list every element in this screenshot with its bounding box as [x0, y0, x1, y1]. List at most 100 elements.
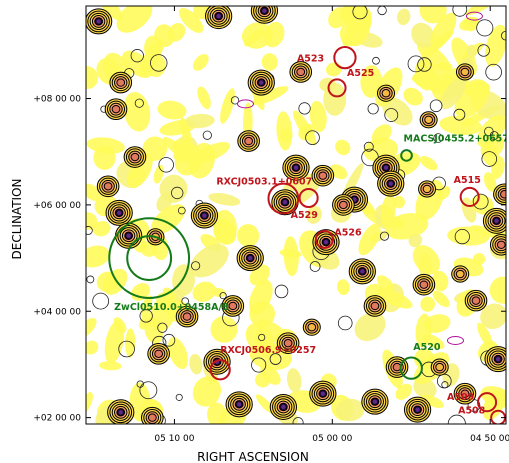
y-tick-label: +08 00 00: [33, 95, 81, 105]
emission-blob: [354, 312, 386, 342]
source-13: [282, 154, 310, 181]
source-47: [493, 183, 506, 206]
x-tick-label: 04 50 00: [470, 434, 509, 444]
emission-blob: [113, 317, 127, 333]
cluster-marker-6: A526: [314, 227, 362, 249]
emission-blob: [420, 296, 436, 312]
emission-blob: [255, 372, 271, 388]
source-contour: [414, 276, 433, 294]
source-2: [104, 98, 128, 120]
source-18: [377, 170, 405, 197]
source-contour: [119, 227, 138, 245]
noise-contour: [258, 333, 266, 342]
noise-contour: [86, 275, 95, 284]
source-contour: [244, 136, 254, 146]
cluster-circle: [459, 186, 480, 207]
emission-blob: [439, 115, 482, 136]
emission-blob: [431, 270, 449, 292]
emission-blob: [192, 376, 222, 407]
emission-blob: [86, 66, 99, 89]
cluster-circle: [333, 45, 357, 70]
cluster-circle: [477, 392, 498, 413]
emission-blob: [330, 164, 348, 180]
cluster-label: MACSJ0455.2+0657: [404, 133, 509, 144]
noise-contour: [379, 231, 390, 241]
source-contour: [103, 182, 113, 191]
noise-contour: [157, 322, 168, 333]
source-peak: [281, 404, 286, 410]
noise-contour: [352, 6, 368, 20]
source-contour: [485, 210, 506, 232]
emission-blob: [408, 233, 423, 248]
emission-blob: [358, 223, 381, 256]
emission-blob: [197, 86, 211, 110]
emission-blob: [140, 241, 157, 257]
source-contour: [379, 172, 403, 195]
cluster-marker-9: A520: [399, 342, 441, 380]
source-peak: [388, 181, 393, 186]
cluster-circle: [327, 78, 347, 98]
emission-blob: [139, 38, 164, 76]
noise-contour: [136, 380, 144, 388]
source-contour: [111, 403, 130, 421]
source-contour: [291, 63, 310, 81]
emission-blob: [476, 114, 506, 148]
noise-contour: [363, 141, 374, 152]
source-peak: [116, 210, 122, 216]
noise-contour: [130, 49, 144, 63]
source-peak: [323, 239, 329, 245]
noise-contour: [219, 292, 227, 300]
source-contour: [460, 67, 470, 77]
source-contour: [311, 382, 335, 405]
source-peak: [494, 218, 499, 224]
source-3: [123, 146, 147, 168]
source-contour: [363, 390, 387, 413]
source-33: [147, 343, 170, 365]
source-26: [412, 273, 436, 296]
source-51: [419, 111, 438, 129]
emission-blob: [244, 28, 265, 47]
source-contour: [99, 177, 118, 195]
source-peak: [216, 13, 221, 19]
source-20: [332, 194, 355, 216]
source-22: [236, 245, 264, 272]
source-contour: [455, 269, 465, 279]
emission-blob: [306, 205, 322, 224]
emission-blob: [473, 83, 491, 98]
source-contour: [193, 204, 216, 227]
emission-blob: [292, 110, 317, 146]
source-contour: [296, 67, 306, 77]
source-contour: [205, 350, 229, 373]
emission-blob: [473, 253, 486, 266]
source-peak: [202, 213, 207, 218]
noise-contour: [158, 157, 174, 173]
source-contour: [487, 212, 506, 230]
cluster-circle: [209, 359, 231, 381]
source-39: [309, 380, 337, 407]
emission-blob: [86, 340, 99, 355]
emission-blob: [150, 297, 175, 331]
source-15: [311, 164, 335, 187]
source-peak: [262, 8, 267, 13]
emission-blob: [376, 288, 413, 309]
y-tick-label: +06 00 00: [33, 201, 81, 211]
source-38: [484, 346, 506, 373]
emission-blob: [287, 368, 302, 393]
source-contour: [279, 334, 298, 352]
source-peak: [415, 407, 420, 412]
emission-blob: [248, 279, 273, 315]
source-contour: [109, 401, 133, 424]
source-contour: [338, 200, 348, 210]
x-tick-label: 05 10 00: [154, 434, 194, 444]
source-peak: [372, 399, 378, 404]
negative-contour: [236, 99, 254, 109]
cluster-circle: [108, 217, 191, 299]
noise-contour: [292, 417, 304, 424]
noise-contour: [150, 54, 168, 72]
emission-blob: [430, 12, 457, 48]
source-contour: [365, 297, 384, 315]
emission-blob: [440, 76, 467, 110]
emission-blob: [189, 353, 203, 375]
emission-blob: [480, 303, 506, 329]
source-contour: [252, 73, 271, 92]
